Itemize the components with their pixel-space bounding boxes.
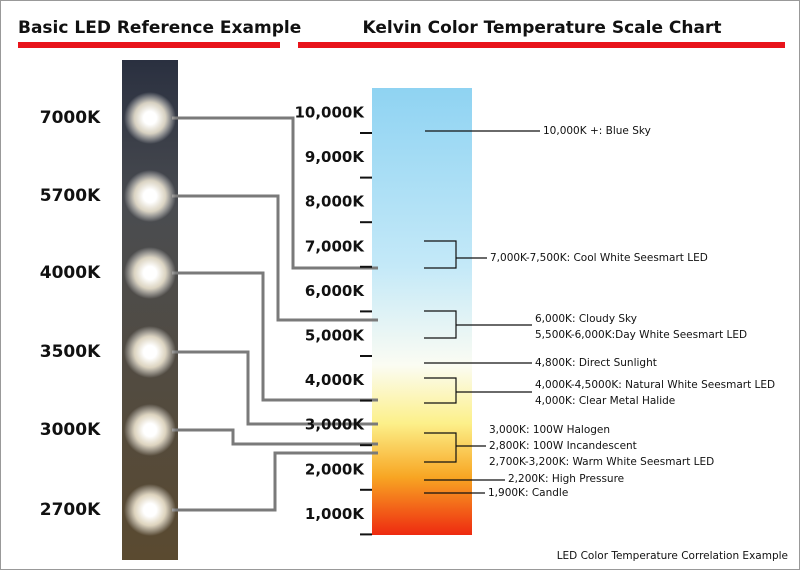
led-label: 4000K — [40, 263, 101, 283]
annotation: 2,200K: High Pressure — [508, 473, 624, 485]
led-label: 3500K — [40, 342, 101, 362]
annotation: 3,000K: 100W Halogen — [489, 424, 610, 436]
scale-tick-label: 6,000K — [305, 282, 365, 300]
right-header: Kelvin Color Temperature Scale Chart — [363, 18, 722, 38]
scale-tick-label: 7,000K — [305, 237, 365, 255]
annotation: 6,000K: Cloudy Sky — [535, 313, 637, 325]
footer: LED Color Temperature Correlation Exampl… — [557, 550, 788, 562]
led-label: 7000K — [40, 108, 101, 128]
led-label: 3000K — [40, 420, 101, 440]
scale-tick-label: 4,000K — [305, 371, 365, 389]
annotation: 4,000K-4,5000K: Natural White Seesmart L… — [535, 379, 775, 391]
led-glow — [124, 404, 176, 456]
annotation: 10,000K +: Blue Sky — [543, 125, 651, 137]
annotation: 7,000K-7,500K: Cool White Seesmart LED — [490, 252, 708, 264]
scale-tick-label: 3,000K — [305, 416, 365, 434]
scale-tick-label: 5,000K — [305, 327, 365, 345]
scale-tick-label: 1,000K — [305, 505, 365, 523]
annotation: 4,800K: Direct Sunlight — [535, 357, 657, 369]
annotation: 2,700K-3,200K: Warm White Seesmart LED — [489, 456, 714, 468]
connectors — [172, 116, 378, 512]
scale-tick-label: 8,000K — [305, 193, 365, 211]
annotation-lines — [424, 130, 540, 494]
scale-tick-label: 10,000K — [294, 104, 365, 122]
led-glow — [124, 247, 176, 299]
red-rule — [298, 42, 785, 48]
led-glow — [124, 326, 176, 378]
kelvin-scale — [372, 88, 472, 535]
annotation: 5,500K-6,000K:Day White Seesmart LED — [535, 329, 747, 341]
led-glow — [124, 92, 176, 144]
led-glow — [124, 170, 176, 222]
red-rule — [18, 42, 280, 48]
scale-tick-label: 2,000K — [305, 460, 365, 478]
annotation: 2,800K: 100W Incandescent — [489, 440, 637, 452]
scale-tick-label: 9,000K — [305, 148, 365, 166]
annotation: 1,900K: Candle — [488, 487, 568, 499]
annotation: 4,000K: Clear Metal Halide — [535, 395, 675, 407]
led-label: 2700K — [40, 500, 101, 520]
led-label: 5700K — [40, 186, 101, 206]
led-glow — [124, 484, 176, 536]
left-header: Basic LED Reference Example — [18, 18, 301, 38]
